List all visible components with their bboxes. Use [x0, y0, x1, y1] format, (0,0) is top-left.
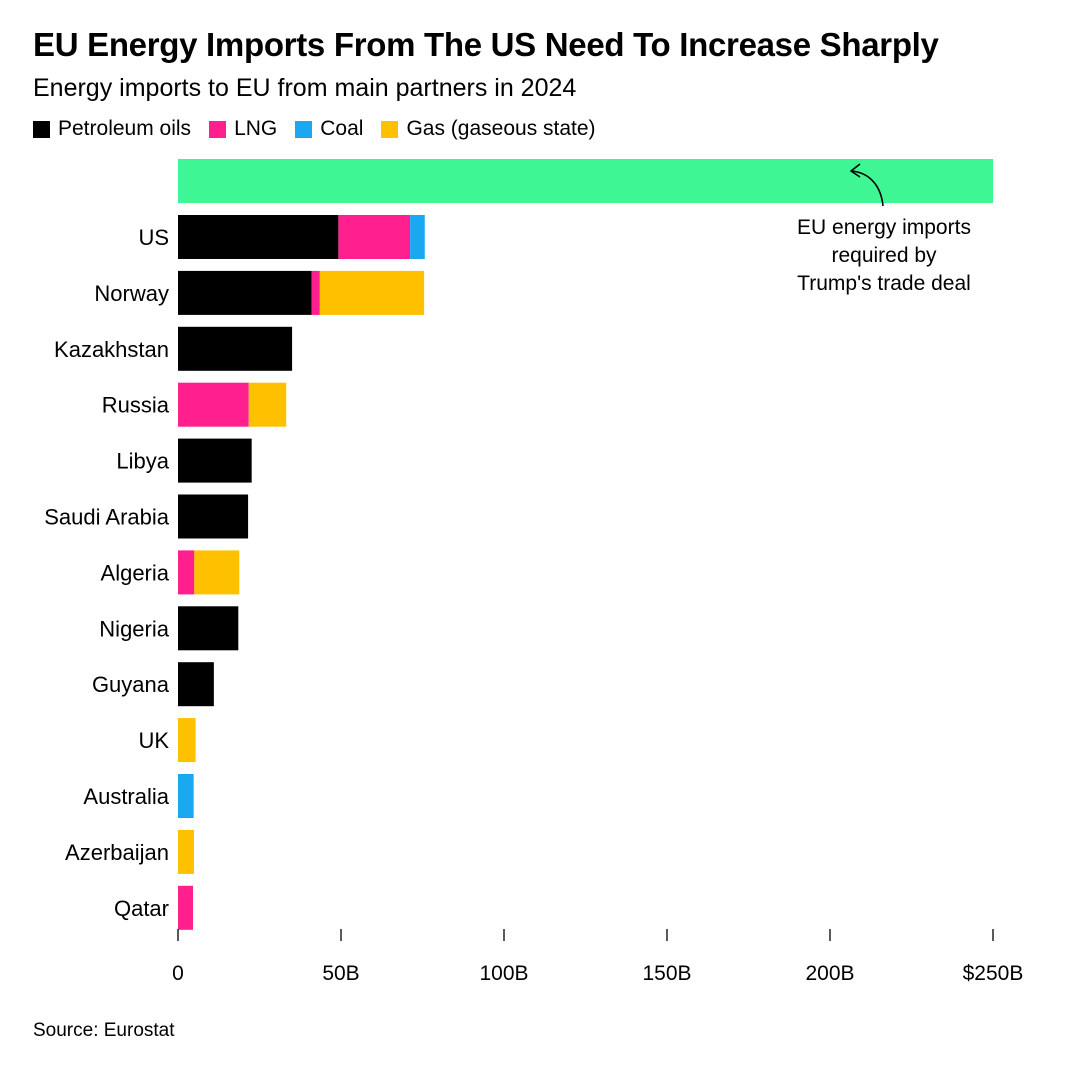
annotation-text: EU energy imports [797, 216, 971, 239]
bar-libya-petroleum-oils [178, 438, 252, 483]
bar-norway-lng [311, 270, 320, 315]
legend-swatch-coal [295, 120, 313, 138]
legend-swatch-lng [209, 120, 227, 138]
legend-label-lng: LNG [234, 117, 278, 140]
x-tick-label: $250B [963, 962, 1024, 985]
x-tick-label: 0 [172, 962, 184, 985]
category-label: Norway [94, 281, 169, 306]
bar-us-petroleum-oils [178, 215, 339, 259]
category-label: US [138, 225, 169, 250]
legend-item-coal: Coal [295, 117, 363, 141]
category-label: Saudi Arabia [44, 505, 170, 530]
x-tick-label: 200B [805, 962, 854, 985]
legend-item-petroleum: Petroleum oils [33, 117, 191, 141]
category-label: Qatar [114, 896, 169, 921]
legend-label-gas: Gas (gaseous state) [406, 117, 596, 140]
category-label: Guyana [92, 672, 170, 697]
category-label: Kazakhstan [54, 337, 169, 362]
bar-russia-lng [178, 382, 249, 427]
bar-norway-gas-gaseous-state [319, 270, 425, 315]
category-label: Azerbaijan [65, 840, 169, 865]
annotation-arrow [851, 170, 884, 207]
chart-title: EU Energy Imports From The US Need To In… [33, 26, 939, 63]
bar-norway-petroleum-oils [178, 270, 312, 315]
bar-us-coal [410, 215, 425, 259]
target-bar [178, 159, 993, 203]
annotation-text: required by [831, 244, 937, 267]
bar-guyana-petroleum-oils [178, 662, 214, 707]
legend-item-lng: LNG [209, 117, 277, 141]
bar-australia-coal [178, 774, 194, 818]
category-label: Libya [116, 449, 169, 474]
source-note: Source: Eurostat [33, 1020, 175, 1041]
bar-qatar-lng [178, 885, 193, 930]
bar-uk-gas-gaseous-state [178, 718, 196, 763]
annotation-arrowhead [850, 163, 861, 178]
category-label: Nigeria [99, 616, 169, 641]
bar-algeria-lng [178, 550, 195, 595]
chart-plot: US Norway Kazakhstan Russia Libya Saudi Arabi… [44, 159, 1024, 985]
legend-swatch-gas [381, 120, 399, 138]
annotation-text: Trump's trade deal [797, 272, 971, 295]
legend-label-coal: Coal [320, 117, 364, 140]
chart-subtitle: Energy imports to EU from main partners … [33, 74, 577, 102]
category-label: UK [138, 728, 169, 753]
bar-russia-gas-gaseous-state [248, 382, 287, 427]
legend-item-gas: Gas (gaseous state) [381, 117, 596, 141]
bar-nigeria-petroleum-oils [178, 606, 239, 651]
x-tick-label: 50B [322, 962, 359, 985]
x-tick-label: 150B [642, 962, 691, 985]
bar-saudi-arabia-petroleum-oils [178, 494, 249, 539]
category-label: Algeria [101, 560, 170, 585]
category-label: Australia [83, 784, 169, 809]
category-label: Russia [102, 393, 170, 418]
x-tick-label: 100B [479, 962, 528, 985]
bar-kazakhstan-petroleum-oils [178, 326, 293, 371]
legend-label-petroleum: Petroleum oils [58, 117, 192, 140]
bar-us-lng [338, 215, 411, 259]
bar-algeria-gas-gaseous-state [194, 550, 240, 595]
legend-swatch-petroleum [33, 120, 50, 138]
bar-azerbaijan-gas-gaseous-state [178, 829, 194, 874]
legend: Petroleum oils LNG Coal Gas (gaseous sta… [33, 117, 614, 141]
